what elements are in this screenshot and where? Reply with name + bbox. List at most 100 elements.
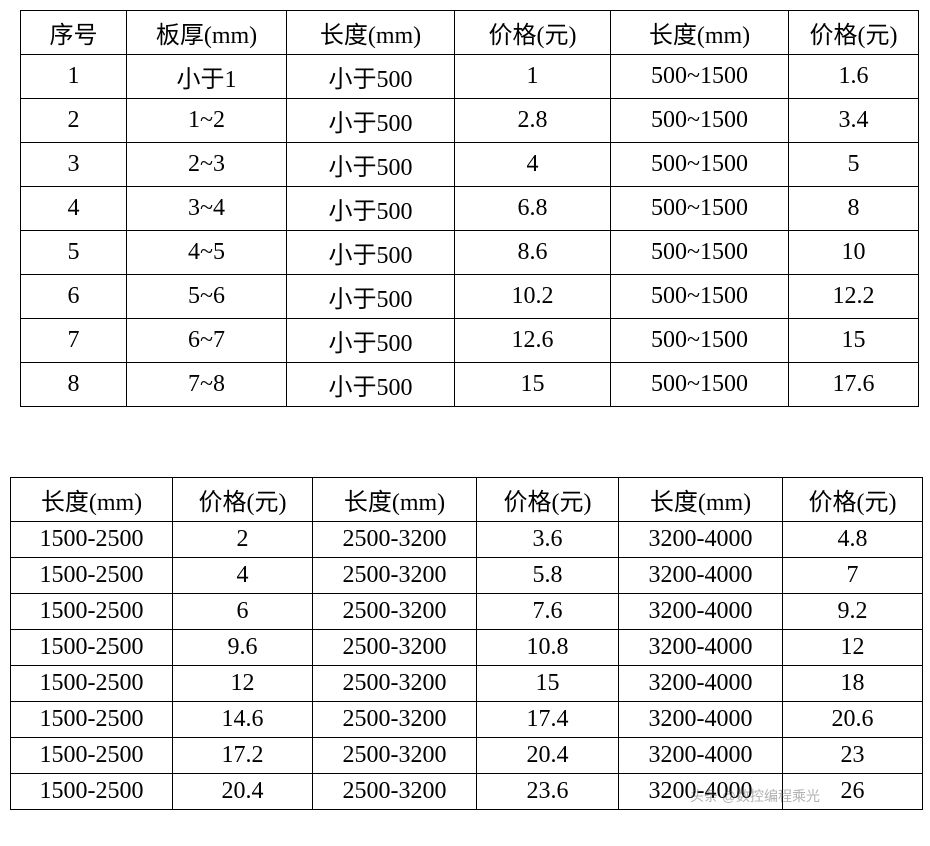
cell: 7: [783, 558, 923, 594]
cell: 3200-4000: [619, 666, 783, 702]
column-header: 板厚(mm): [127, 11, 287, 55]
table-row: 1500-2500 2 2500-3200 3.6 3200-4000 4.8: [11, 522, 923, 558]
table-row: 7 6~7 小于500 12.6 500~1500 15: [21, 319, 919, 363]
cell: 2500-3200: [313, 558, 477, 594]
cell: 5~6: [127, 275, 287, 319]
column-header: 长度(mm): [611, 11, 789, 55]
cell: 18: [783, 666, 923, 702]
cell: 7.6: [477, 594, 619, 630]
cell: 1500-2500: [11, 666, 173, 702]
cell: 1500-2500: [11, 558, 173, 594]
cell: 小于500: [287, 99, 455, 143]
cell: 8: [789, 187, 919, 231]
table-header-row: 长度(mm) 价格(元) 长度(mm) 价格(元) 长度(mm) 价格(元): [11, 478, 923, 522]
cell: 4.8: [783, 522, 923, 558]
table-header-row: 序号 板厚(mm) 长度(mm) 价格(元) 长度(mm) 价格(元): [21, 11, 919, 55]
cell: 500~1500: [611, 319, 789, 363]
cell: 500~1500: [611, 275, 789, 319]
cell: 23: [783, 738, 923, 774]
column-header: 价格(元): [477, 478, 619, 522]
cell: 10.2: [455, 275, 611, 319]
cell: 3~4: [127, 187, 287, 231]
cell: 20.6: [783, 702, 923, 738]
column-header: 长度(mm): [287, 11, 455, 55]
table-row: 1 小于1 小于500 1 500~1500 1.6: [21, 55, 919, 99]
cell: 2500-3200: [313, 522, 477, 558]
cell: 3200-4000: [619, 558, 783, 594]
table-row: 1500-2500 4 2500-3200 5.8 3200-4000 7: [11, 558, 923, 594]
cell: 1: [455, 55, 611, 99]
cell: 3200-4000: [619, 522, 783, 558]
table-row: 5 4~5 小于500 8.6 500~1500 10: [21, 231, 919, 275]
cell: 7~8: [127, 363, 287, 407]
cell: 12: [783, 630, 923, 666]
cell: 小于500: [287, 275, 455, 319]
cell: 6.8: [455, 187, 611, 231]
cell: 1500-2500: [11, 738, 173, 774]
cell: 小于500: [287, 363, 455, 407]
pricing-table-1: 序号 板厚(mm) 长度(mm) 价格(元) 长度(mm) 价格(元) 1 小于…: [20, 10, 919, 407]
cell: 1500-2500: [11, 594, 173, 630]
cell: 500~1500: [611, 55, 789, 99]
cell: 4: [21, 187, 127, 231]
pricing-table-2: 长度(mm) 价格(元) 长度(mm) 价格(元) 长度(mm) 价格(元) 1…: [10, 477, 923, 810]
cell: 6: [173, 594, 313, 630]
cell: 2500-3200: [313, 738, 477, 774]
cell: 3200-4000: [619, 594, 783, 630]
cell: 12: [173, 666, 313, 702]
cell: 6~7: [127, 319, 287, 363]
cell: 3200-4000: [619, 630, 783, 666]
column-header: 长度(mm): [313, 478, 477, 522]
cell: 17.4: [477, 702, 619, 738]
cell: 2500-3200: [313, 702, 477, 738]
cell: 小于500: [287, 143, 455, 187]
cell: 2: [21, 99, 127, 143]
column-header: 长度(mm): [619, 478, 783, 522]
cell: 20.4: [173, 774, 313, 810]
cell: 500~1500: [611, 231, 789, 275]
cell: 小于500: [287, 319, 455, 363]
cell: 23.6: [477, 774, 619, 810]
cell: 10.8: [477, 630, 619, 666]
cell: 10: [789, 231, 919, 275]
cell: 500~1500: [611, 99, 789, 143]
cell: 小于500: [287, 55, 455, 99]
cell: 4: [455, 143, 611, 187]
cell: 5: [21, 231, 127, 275]
cell: 4: [173, 558, 313, 594]
cell: 2~3: [127, 143, 287, 187]
cell: 8.6: [455, 231, 611, 275]
cell: 2500-3200: [313, 630, 477, 666]
cell: 5: [789, 143, 919, 187]
table-row: 2 1~2 小于500 2.8 500~1500 3.4: [21, 99, 919, 143]
table-row: 4 3~4 小于500 6.8 500~1500 8: [21, 187, 919, 231]
column-header: 序号: [21, 11, 127, 55]
cell: 2: [173, 522, 313, 558]
cell: 20.4: [477, 738, 619, 774]
cell: 1: [21, 55, 127, 99]
cell: 1~2: [127, 99, 287, 143]
column-header: 价格(元): [783, 478, 923, 522]
cell: 2.8: [455, 99, 611, 143]
cell: 小于500: [287, 231, 455, 275]
cell: 15: [789, 319, 919, 363]
cell: 500~1500: [611, 143, 789, 187]
cell: 2500-3200: [313, 774, 477, 810]
column-header: 长度(mm): [11, 478, 173, 522]
cell: 12.2: [789, 275, 919, 319]
cell: 1.6: [789, 55, 919, 99]
cell: 15: [455, 363, 611, 407]
cell: 小于500: [287, 187, 455, 231]
cell: 1500-2500: [11, 702, 173, 738]
cell: 3: [21, 143, 127, 187]
cell: 3.4: [789, 99, 919, 143]
cell: 6: [21, 275, 127, 319]
cell: 15: [477, 666, 619, 702]
cell: 9.6: [173, 630, 313, 666]
table-row: 1500-2500 9.6 2500-3200 10.8 3200-4000 1…: [11, 630, 923, 666]
table-row: 1500-2500 12 2500-3200 15 3200-4000 18: [11, 666, 923, 702]
cell: 17.6: [789, 363, 919, 407]
table-row: 8 7~8 小于500 15 500~1500 17.6: [21, 363, 919, 407]
cell: 1500-2500: [11, 522, 173, 558]
column-header: 价格(元): [789, 11, 919, 55]
